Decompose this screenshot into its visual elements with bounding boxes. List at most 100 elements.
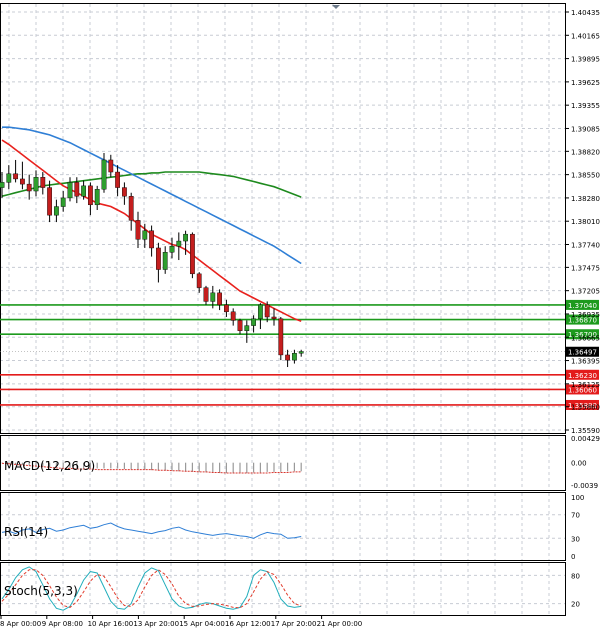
stoch-signal-line (1, 569, 302, 609)
bear-candle (128, 195, 134, 221)
bull-candle (6, 173, 12, 183)
rsi-tick-label: 70 (571, 512, 580, 520)
time-tick-label: 15 Apr 04:00 (179, 620, 225, 628)
resistance-level-tag (566, 299, 599, 310)
indicator-lines (1, 462, 302, 611)
price-tick-label: 1.35590 (571, 427, 600, 435)
bull-candle (60, 197, 66, 207)
ma-mid-line (2, 126, 302, 265)
ma-slow-line (1, 171, 302, 198)
grid-lines (0, 4, 565, 615)
bull-candle (292, 353, 297, 361)
bull-candle (94, 189, 100, 206)
support-level-label: 1.36060 (568, 386, 597, 394)
resistance-level-label: 1.36870 (568, 317, 597, 325)
bear-candle (237, 320, 243, 331)
bear-candle (217, 292, 222, 306)
macd-title: MACD(12,26,9) (4, 459, 95, 473)
support-level-label: 1.36230 (568, 372, 597, 380)
candlesticks (0, 153, 304, 368)
time-tick-label: 13 Apr 20:00 (133, 620, 179, 628)
bear-candle (155, 247, 161, 270)
rsi-tick-label: 100 (571, 494, 584, 502)
bear-candle (135, 220, 141, 240)
time-tick-label: 9 Apr 08:00 (42, 620, 83, 628)
resistance-level-label: 1.37040 (568, 302, 597, 310)
resistance-level-label: 1.36700 (568, 331, 597, 339)
time-tick-label: 10 Apr 16:00 (88, 620, 134, 628)
bull-candle (162, 252, 168, 270)
bear-candle (26, 183, 32, 192)
bull-candle (81, 185, 87, 197)
scroll-marker-icon[interactable] (332, 5, 340, 9)
price-tick-label: 1.36935 (571, 311, 600, 319)
panel-frames (0, 3, 566, 616)
price-tick-label: 1.40165 (571, 32, 600, 40)
bear-candle (40, 177, 46, 188)
bull-candle (251, 318, 256, 326)
axis-labels: 1.40435 1.40165 1.39895 1.39625 1.39355 1.390… (0, 9, 600, 628)
price-tick-label: 1.39355 (571, 102, 600, 110)
last-price-tag (566, 346, 599, 357)
price-panel-frame (0, 3, 566, 434)
stoch-panel-frame (0, 562, 566, 616)
time-tick-label: 17 Apr 20:00 (271, 620, 317, 628)
macd-tick-label: 0.004293 (571, 435, 600, 443)
price-tick-label: 1.38010 (571, 218, 600, 226)
bull-candle (176, 240, 182, 247)
bear-candle (285, 354, 290, 361)
time-tick-label: 21 Apr 00:00 (317, 620, 363, 628)
price-tick-label: 1.39085 (571, 125, 600, 133)
bear-candle (230, 311, 236, 321)
stoch-tick-label: 20 (571, 601, 580, 609)
price-tick-label: 1.38280 (571, 195, 600, 203)
stoch-tick-label: 80 (571, 572, 580, 580)
bear-candle (196, 273, 202, 288)
support-level-tag (566, 369, 599, 380)
time-tick-label: 8 Apr 00:00 (0, 620, 41, 628)
price-tick-label: 1.37740 (571, 242, 600, 250)
stoch-title: Stoch(5,3,3) (4, 584, 78, 598)
bear-candle (223, 304, 229, 313)
bear-candle (74, 182, 80, 197)
bull-candle (183, 233, 188, 242)
macd-tick-label: 0.00 (571, 460, 587, 468)
bull-candle (33, 177, 39, 192)
bull-candle (142, 230, 148, 240)
price-tick-label: 1.37475 (571, 264, 600, 272)
time-tick-label: 16 Apr 12:00 (225, 620, 271, 628)
macd-tick-label: -0.0039 (571, 482, 598, 490)
rsi-line (1, 522, 302, 539)
macd-panel-frame (0, 435, 566, 491)
bear-candle (20, 178, 25, 185)
rsi-tick-label: 30 (571, 535, 580, 543)
bear-candle (149, 230, 154, 249)
bear-candle (87, 185, 93, 206)
price-tick-label: 1.39625 (571, 79, 600, 87)
support-level-tag (566, 399, 599, 410)
price-tick-label: 1.36665 (571, 334, 600, 342)
price-tick-label: 1.36395 (571, 358, 600, 366)
bear-candle (47, 187, 53, 216)
price-tick-label: 1.36125 (571, 381, 600, 389)
price-tick-label: 1.37205 (571, 288, 600, 296)
bear-candle (264, 304, 270, 318)
support-level-tag (566, 384, 599, 395)
macd-signal-line (1, 462, 302, 474)
support-level-label: 1.35880 (568, 402, 597, 410)
bull-candle (298, 351, 304, 354)
price-tick-label: 1.38550 (571, 172, 600, 180)
resistance-level-tag (566, 314, 599, 325)
bear-candle (13, 173, 18, 180)
stoch-main-line (1, 566, 302, 611)
bull-candle (54, 206, 59, 216)
bull-candle (210, 292, 216, 302)
bear-candle (203, 287, 209, 302)
bull-candle (258, 304, 263, 319)
bear-candle (271, 316, 277, 319)
bear-candle (278, 318, 284, 356)
last-price-label: 1.36497 (568, 349, 597, 357)
rsi-title: RSI(14) (4, 525, 48, 539)
price-tick-label: 1.35860 (571, 404, 600, 412)
bear-candle (189, 233, 195, 275)
